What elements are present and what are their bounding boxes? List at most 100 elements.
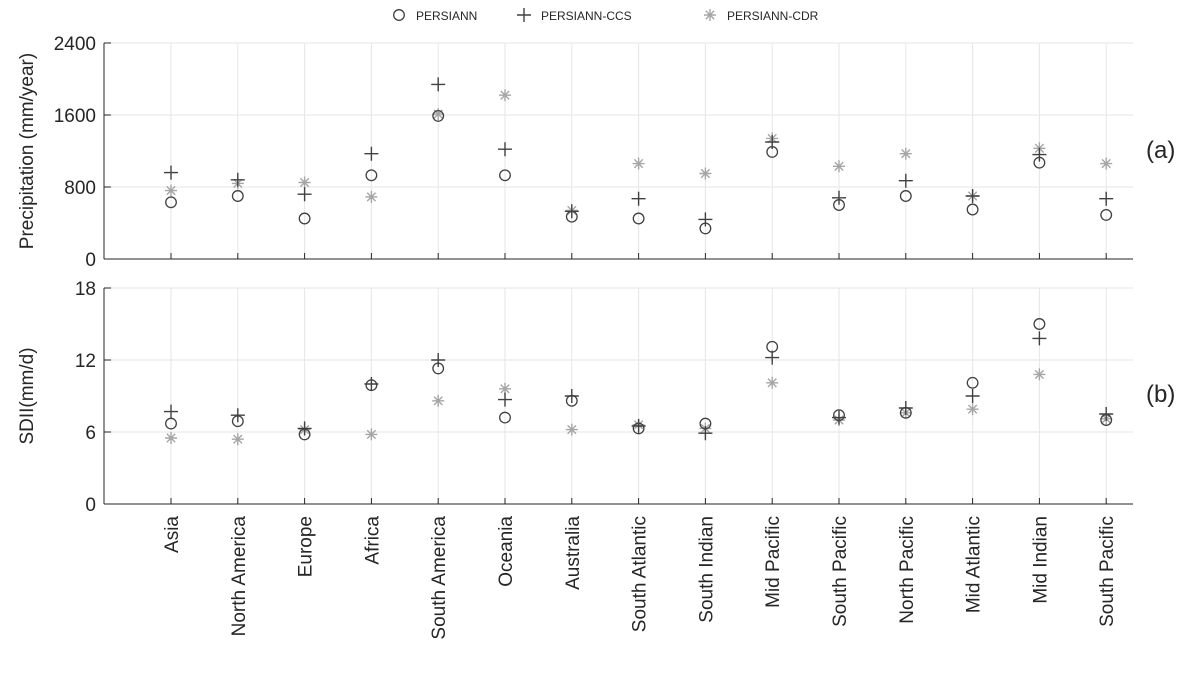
data-point-shape <box>498 392 512 407</box>
y-tick-label: 800 <box>64 178 96 199</box>
data-point <box>564 389 579 403</box>
data-point-shape <box>364 377 379 391</box>
y-tick-label: 0 <box>85 250 96 271</box>
legend-item: PERSIANN <box>393 9 477 23</box>
x-tick-label: Mid Indian <box>1030 516 1051 604</box>
data-point <box>165 196 177 209</box>
y-tick-label: 18 <box>75 279 96 300</box>
data-point <box>298 176 311 189</box>
y-tick-label: 2400 <box>54 34 96 55</box>
data-point-shape <box>1033 368 1046 381</box>
data-point <box>699 167 712 180</box>
legend-marker <box>393 9 405 21</box>
data-point-shape <box>164 165 178 180</box>
data-point <box>365 190 378 203</box>
data-point <box>432 394 445 407</box>
data-point-shape <box>165 432 177 444</box>
data-point-shape <box>499 89 511 102</box>
data-point-shape <box>632 212 645 225</box>
data-point-shape <box>165 184 177 197</box>
data-point <box>832 190 846 205</box>
x-tick-label: South Indian <box>696 516 717 623</box>
data-point <box>365 428 378 441</box>
data-point <box>966 203 979 216</box>
x-tick-label: Mid Atlantic <box>964 516 985 613</box>
data-point-shape <box>1099 191 1114 206</box>
legend-label: PERSIANN-CCS <box>541 9 632 23</box>
data-point <box>899 147 912 160</box>
x-tick-label: South Pacific <box>830 516 851 627</box>
x-tick-label: North America <box>229 516 250 637</box>
data-point-shape <box>432 394 445 407</box>
data-point <box>965 389 980 403</box>
legend-marker-shape <box>704 9 716 21</box>
data-point <box>499 89 511 102</box>
data-point-shape <box>231 190 244 202</box>
data-point <box>364 377 379 391</box>
data-point <box>698 426 713 441</box>
data-point-shape <box>431 77 446 92</box>
data-point-shape <box>898 173 913 188</box>
data-point <box>231 190 244 202</box>
data-point <box>432 109 445 122</box>
y-tick-label: 6 <box>85 423 96 444</box>
series-persiann-ccs <box>164 331 1114 441</box>
data-point <box>833 160 845 173</box>
data-point-shape <box>230 408 245 423</box>
data-point-shape <box>165 196 177 209</box>
data-point-shape <box>432 109 445 122</box>
legend-item: PERSIANN-CCS <box>517 8 632 23</box>
data-point <box>1099 407 1114 421</box>
data-point-shape <box>1032 331 1047 346</box>
series-persiann-ccs <box>164 77 1114 227</box>
legend-marker <box>517 8 531 22</box>
data-point <box>297 187 312 202</box>
data-point <box>432 108 445 121</box>
legend-item: PERSIANN-CDR <box>704 9 819 23</box>
data-point-shape <box>431 353 446 367</box>
series-persiann <box>165 109 1113 235</box>
data-point <box>499 382 511 395</box>
data-point-shape <box>365 428 378 441</box>
data-point <box>966 376 979 389</box>
x-tick-label: Mid Pacific <box>763 516 784 608</box>
data-point <box>898 401 913 415</box>
data-point-shape <box>698 426 713 441</box>
data-point-shape <box>297 421 312 436</box>
data-point-shape <box>432 108 445 121</box>
data-point-shape <box>297 187 312 202</box>
data-point-shape <box>966 203 979 216</box>
data-point-shape <box>631 191 646 206</box>
data-point <box>766 376 779 389</box>
data-point-shape <box>1100 208 1113 221</box>
x-tick-label: South Pacific <box>1097 516 1118 627</box>
data-point-shape <box>899 147 912 160</box>
data-point <box>164 404 178 419</box>
data-point <box>164 165 178 180</box>
data-point <box>165 184 177 197</box>
data-point-shape <box>966 376 979 389</box>
data-point-shape <box>698 212 713 227</box>
data-point <box>364 146 379 161</box>
data-point-shape <box>564 389 579 403</box>
data-point-shape <box>1099 407 1114 421</box>
data-point <box>431 353 446 367</box>
legend-marker-shape <box>517 8 531 22</box>
data-point <box>632 212 645 225</box>
data-point <box>365 169 378 182</box>
data-point-shape <box>899 190 912 202</box>
panel-b: 0 6 12 18 SDII(mm/d) (b) Asia North America Euro… <box>17 279 1175 640</box>
data-point-shape <box>365 169 378 182</box>
data-point <box>832 410 846 425</box>
data-point <box>1099 191 1114 206</box>
x-tick-label: South America <box>429 516 450 640</box>
legend-marker-shape <box>393 9 405 21</box>
data-point-shape <box>499 169 511 182</box>
x-tick-label: Oceania <box>496 516 517 587</box>
data-point <box>765 135 780 149</box>
data-point <box>1100 208 1113 221</box>
data-point-shape <box>364 146 379 161</box>
x-tick-label: Asia <box>162 516 183 553</box>
data-point-shape <box>298 212 311 225</box>
